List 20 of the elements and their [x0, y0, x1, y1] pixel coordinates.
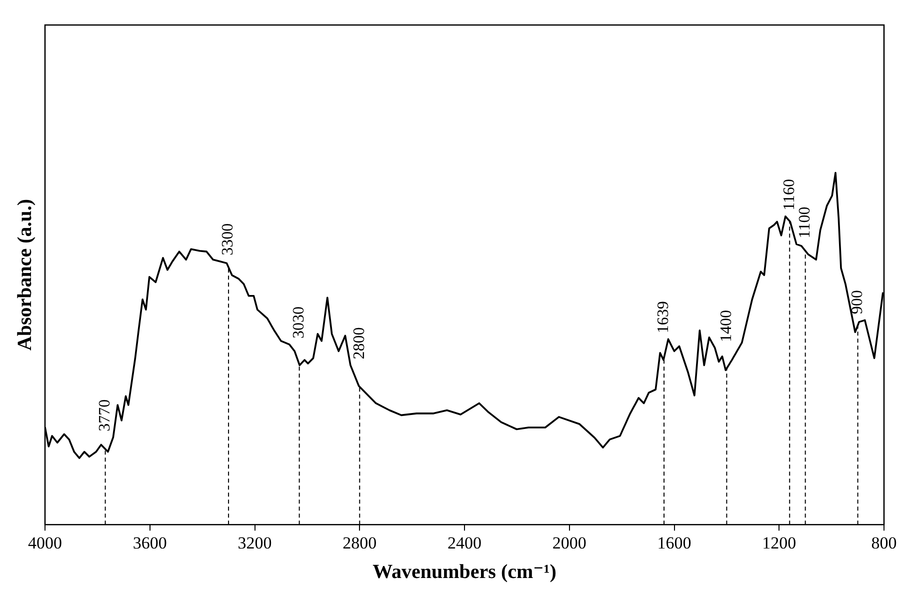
y-axis-title: Absorbance (a.u.): [14, 198, 36, 351]
ref-line-label: 1639: [655, 301, 672, 334]
ref-line-label: 1100: [796, 206, 814, 238]
x-tick-label: 800: [871, 533, 897, 552]
x-tick-label: 1600: [657, 533, 692, 552]
x-tick-label: 2400: [448, 533, 482, 552]
ref-line-label: 1160: [780, 178, 798, 210]
x-tick-label: 4000: [28, 533, 62, 552]
ref-line-label: 900: [848, 290, 866, 314]
x-tick-label: 1200: [762, 533, 796, 552]
ref-line-label: 2800: [350, 327, 368, 360]
ref-line-label: 3030: [290, 306, 308, 338]
x-tick-label: 3600: [132, 533, 167, 552]
ref-line-label: 3770: [96, 399, 114, 432]
x-tick-label: 3200: [238, 533, 272, 552]
x-tick-label: 2000: [552, 533, 586, 552]
x-axis-title: Wavenumbers (cm⁻¹): [372, 561, 556, 584]
x-tick-label: 2800: [342, 533, 377, 552]
ref-line-label: 1400: [718, 310, 735, 342]
ref-line-label: 3300: [220, 223, 237, 256]
